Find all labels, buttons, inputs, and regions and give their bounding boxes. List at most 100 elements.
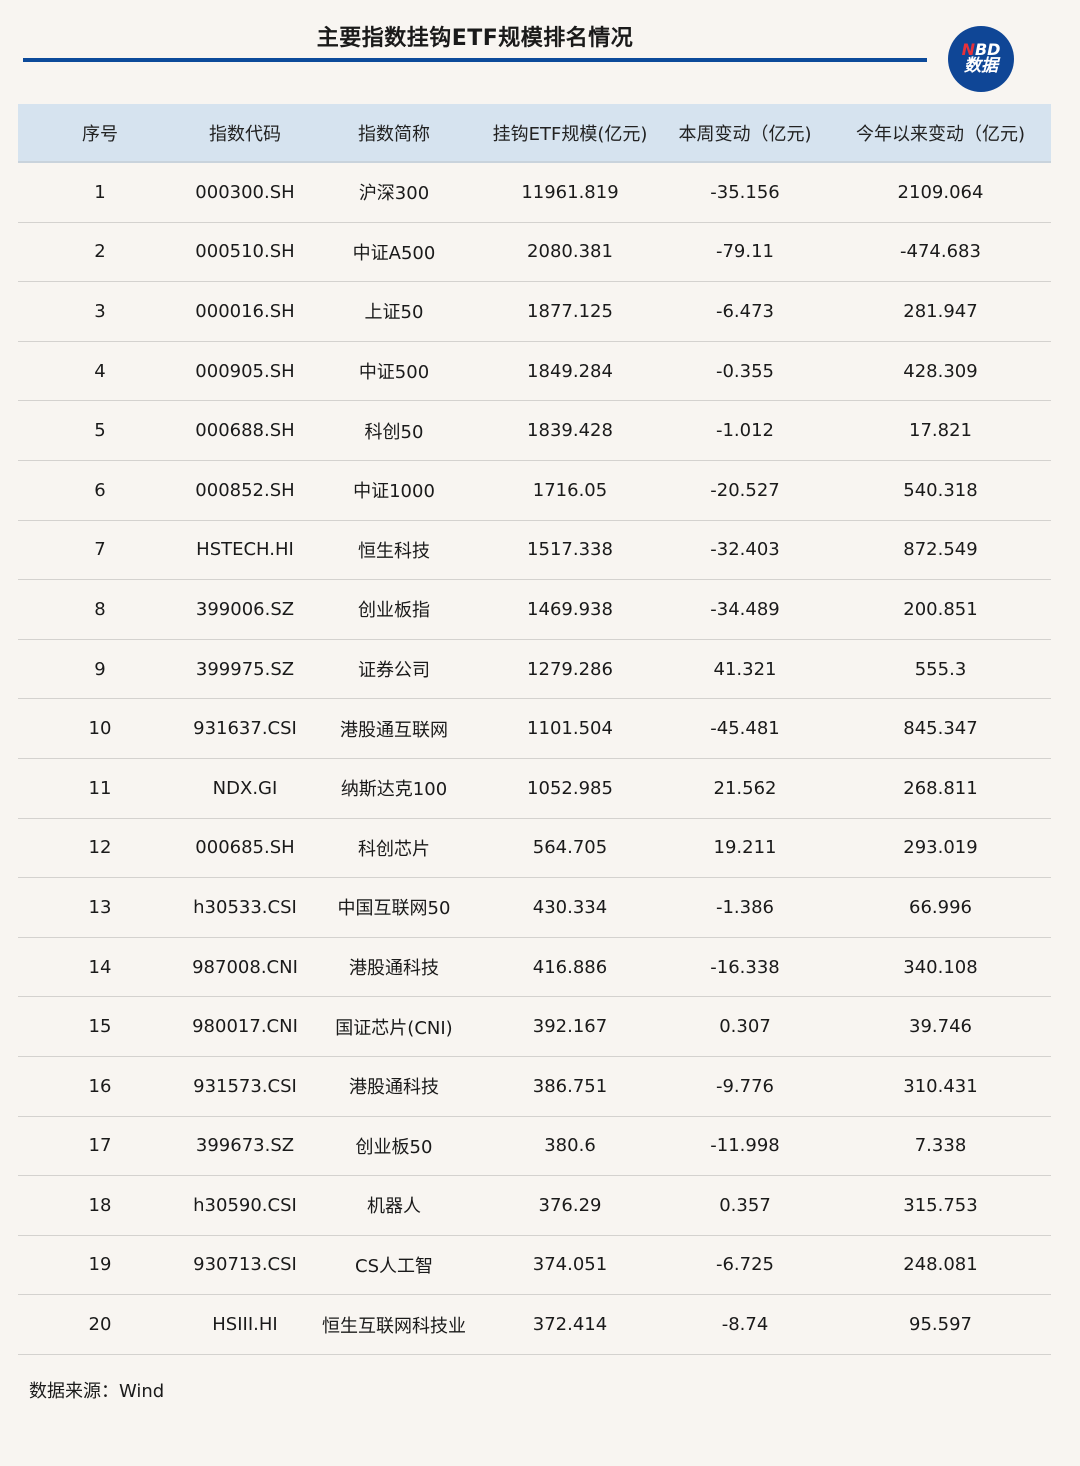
cell-weekly-change: -1.386 [660,877,830,938]
cell-index-code: 980017.CNI [182,996,308,1057]
cell-ytd-change: 66.996 [830,877,1051,938]
cell-etf-size: 380.6 [480,1116,660,1177]
data-source: 数据来源：Wind [29,1381,165,1402]
cell-ytd-change: 540.318 [830,460,1051,521]
cell-rank: 19 [18,1235,182,1296]
cell-index-name: 港股通互联网 [308,698,480,759]
cell-rank: 17 [18,1116,182,1177]
cell-index-code: HSIII.HI [182,1294,308,1355]
cell-weekly-change: 21.562 [660,758,830,819]
table-row: 5 000688.SH 科创50 1839.428 -1.012 17.821 [18,400,1051,461]
cell-weekly-change: -34.489 [660,579,830,640]
header-etf-size: 挂钩ETF规模(亿元) [480,104,660,163]
cell-rank: 4 [18,341,182,402]
cell-weekly-change: -0.355 [660,341,830,402]
cell-weekly-change: 41.321 [660,639,830,700]
cell-index-name: 恒生互联网科技业 [308,1294,480,1355]
cell-ytd-change: 315.753 [830,1175,1051,1236]
table-row: 20 HSIII.HI 恒生互联网科技业 372.414 -8.74 95.597 [18,1294,1051,1355]
cell-rank: 3 [18,281,182,342]
cell-index-code: 399975.SZ [182,639,308,700]
cell-ytd-change: 428.309 [830,341,1051,402]
cell-rank: 11 [18,758,182,819]
cell-rank: 12 [18,818,182,879]
cell-rank: 14 [18,937,182,998]
cell-ytd-change: 310.431 [830,1056,1051,1117]
table-row: 13 h30533.CSI 中国互联网50 430.334 -1.386 66.996 [18,877,1051,938]
cell-etf-size: 386.751 [480,1056,660,1117]
nbd-logo: NBD 数据 [948,26,1014,92]
etf-ranking-table: 序号 指数代码 指数简称 挂钩ETF规模(亿元) 本周变动（亿元) 今年以来变动… [18,104,1051,1355]
cell-weekly-change: -8.74 [660,1294,830,1355]
cell-index-name: 纳斯达克100 [308,758,480,819]
table-row: 8 399006.SZ 创业板指 1469.938 -34.489 200.851 [18,579,1051,640]
cell-index-code: 399673.SZ [182,1116,308,1177]
cell-index-name: 科创芯片 [308,818,480,879]
table-row: 17 399673.SZ 创业板50 380.6 -11.998 7.338 [18,1116,1051,1177]
cell-rank: 8 [18,579,182,640]
cell-weekly-change: -79.11 [660,222,830,283]
cell-ytd-change: 281.947 [830,281,1051,342]
cell-rank: 2 [18,222,182,283]
cell-rank: 9 [18,639,182,700]
cell-index-name: 恒生科技 [308,520,480,581]
cell-rank: 15 [18,996,182,1057]
cell-etf-size: 1839.428 [480,400,660,461]
cell-ytd-change: 872.549 [830,520,1051,581]
cell-index-name: 中国互联网50 [308,877,480,938]
cell-ytd-change: -474.683 [830,222,1051,283]
cell-weekly-change: -20.527 [660,460,830,521]
cell-rank: 16 [18,1056,182,1117]
table-row: 1 000300.SH 沪深300 11961.819 -35.156 2109.064 [18,162,1051,223]
cell-weekly-change: -6.473 [660,281,830,342]
cell-index-code: 000016.SH [182,281,308,342]
cell-index-code: h30533.CSI [182,877,308,938]
cell-weekly-change: 19.211 [660,818,830,879]
cell-index-code: 987008.CNI [182,937,308,998]
title-underline [23,58,927,62]
header-ytd-change: 今年以来变动（亿元) [830,104,1051,163]
table-row: 18 h30590.CSI 机器人 376.29 0.357 315.753 [18,1175,1051,1236]
cell-index-code: NDX.GI [182,758,308,819]
table-row: 12 000685.SH 科创芯片 564.705 19.211 293.019 [18,818,1051,879]
cell-etf-size: 1877.125 [480,281,660,342]
cell-index-code: 931637.CSI [182,698,308,759]
cell-index-name: 上证50 [308,281,480,342]
cell-etf-size: 2080.381 [480,222,660,283]
cell-weekly-change: -6.725 [660,1235,830,1296]
cell-etf-size: 1849.284 [480,341,660,402]
cell-index-name: 沪深300 [308,162,480,223]
cell-index-code: 000905.SH [182,341,308,402]
cell-ytd-change: 7.338 [830,1116,1051,1177]
cell-etf-size: 392.167 [480,996,660,1057]
cell-weekly-change: -35.156 [660,162,830,223]
cell-rank: 18 [18,1175,182,1236]
cell-weekly-change: -11.998 [660,1116,830,1177]
cell-rank: 1 [18,162,182,223]
cell-ytd-change: 845.347 [830,698,1051,759]
table-row: 9 399975.SZ 证券公司 1279.286 41.321 555.3 [18,639,1051,700]
table-row: 7 HSTECH.HI 恒生科技 1517.338 -32.403 872.549 [18,520,1051,581]
cell-ytd-change: 2109.064 [830,162,1051,223]
table-row: 15 980017.CNI 国证芯片(CNI) 392.167 0.307 39.746 [18,996,1051,1057]
cell-weekly-change: -9.776 [660,1056,830,1117]
table-row: 11 NDX.GI 纳斯达克100 1052.985 21.562 268.811 [18,758,1051,819]
cell-ytd-change: 248.081 [830,1235,1051,1296]
cell-rank: 6 [18,460,182,521]
table-header-row: 序号 指数代码 指数简称 挂钩ETF规模(亿元) 本周变动（亿元) 今年以来变动… [18,104,1051,163]
cell-index-code: 931573.CSI [182,1056,308,1117]
cell-ytd-change: 17.821 [830,400,1051,461]
table-row: 4 000905.SH 中证500 1849.284 -0.355 428.309 [18,341,1051,402]
cell-etf-size: 430.334 [480,877,660,938]
cell-index-name: 中证500 [308,341,480,402]
cell-etf-size: 416.886 [480,937,660,998]
header-rank: 序号 [18,104,182,163]
cell-ytd-change: 39.746 [830,996,1051,1057]
cell-rank: 20 [18,1294,182,1355]
table-row: 16 931573.CSI 港股通科技 386.751 -9.776 310.431 [18,1056,1051,1117]
cell-etf-size: 11961.819 [480,162,660,223]
table-row: 3 000016.SH 上证50 1877.125 -6.473 281.947 [18,281,1051,342]
cell-index-name: 国证芯片(CNI) [308,996,480,1057]
cell-weekly-change: 0.357 [660,1175,830,1236]
cell-etf-size: 564.705 [480,818,660,879]
